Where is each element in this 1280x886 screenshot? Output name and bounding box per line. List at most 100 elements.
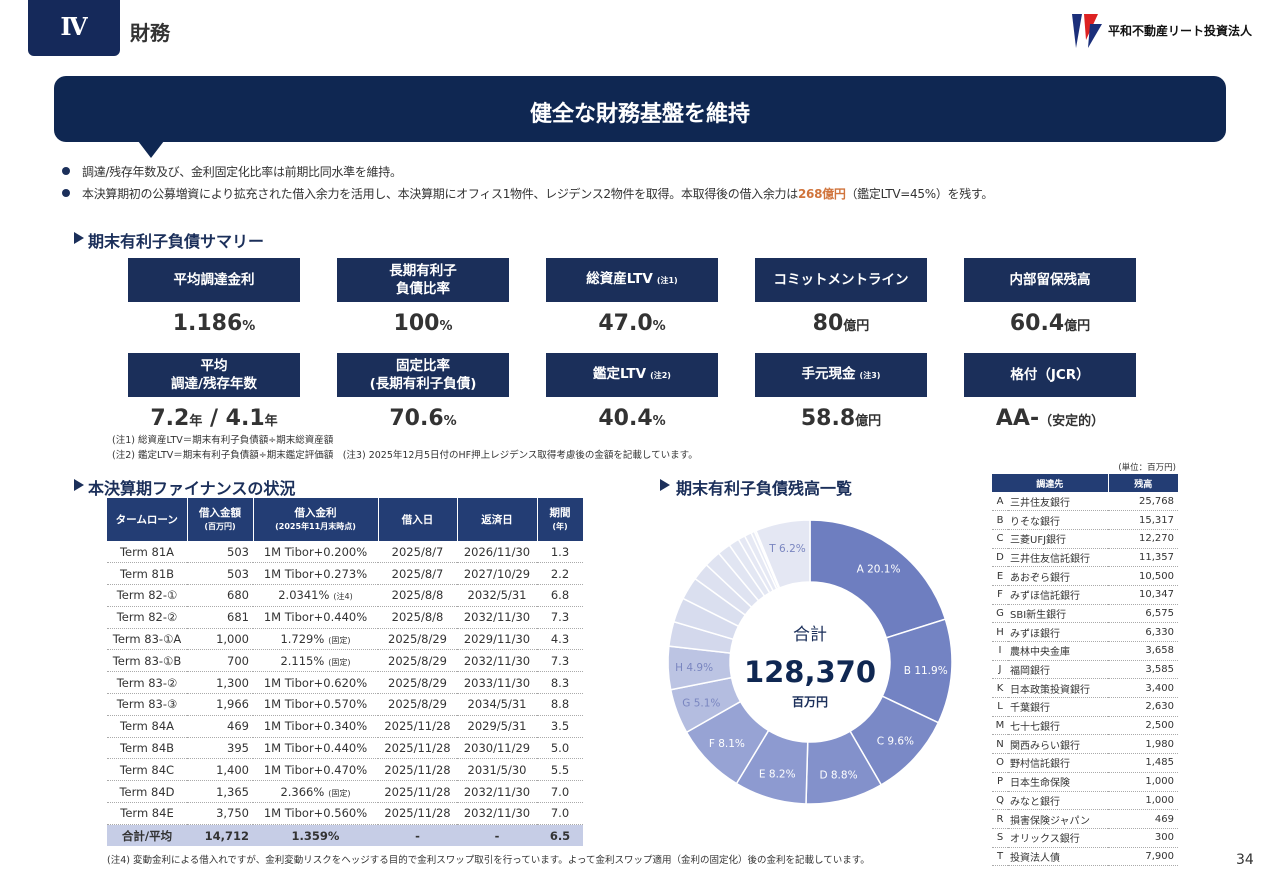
kpi-label-box: 格付（JCR）	[964, 353, 1136, 397]
cell-text: 2032/11/30	[463, 653, 531, 668]
bullet-text: 本決算期初の公募増資により拡充された借入余力を活用し、本決算期にオフィス1物件、…	[82, 185, 993, 202]
cell: 1,400	[187, 759, 253, 781]
cell-text: Term 82-②	[116, 610, 178, 625]
header-cell: 借入金額 (百万円)	[187, 498, 254, 541]
cell-text: Term 84D	[119, 784, 175, 799]
data-row: Term 84B 395 1M Tibor+0.440% 2025/11/28 2030…	[107, 737, 583, 759]
donut-slice	[809, 519, 947, 639]
total-cell: -	[494, 828, 500, 843]
cell-text: 7.3	[550, 610, 570, 625]
lender-name: みずほ銀行	[1010, 628, 1060, 640]
lender-name: みなと銀行	[1010, 796, 1060, 808]
cell: 2031/5/30	[457, 759, 537, 781]
lender-letter: I	[998, 645, 1002, 657]
kpi-value: 40.4%	[522, 406, 742, 431]
cell: 2.0341% (注4)	[253, 585, 378, 607]
cell: 8.8	[537, 694, 583, 716]
lender-row: R 損害保険ジャパン 469	[992, 810, 1179, 829]
cell-text: Term 84E	[120, 806, 174, 821]
header-cell: タームローン	[107, 498, 188, 541]
lender-row: B りそな銀行 15,317	[992, 511, 1179, 530]
cell: Term 83-③	[107, 694, 187, 716]
cell-text: 2027/10/29	[463, 566, 531, 581]
cell: 3.5	[537, 715, 583, 737]
section-number: Ⅳ	[60, 12, 88, 41]
kpi-value: AA-（安定的）	[940, 406, 1160, 431]
rate-note: (固定)	[328, 636, 351, 646]
cell: 2032/5/31	[457, 585, 537, 607]
slice-label: D 8.8%	[819, 769, 857, 781]
lender-name: 投資法人債	[1010, 852, 1060, 864]
kpi-label-text: 平均調達金利	[173, 272, 255, 288]
kpi-unit: 年	[264, 414, 278, 429]
header-line: (2025年11月末時点)	[275, 521, 356, 531]
kpi-unit: %	[443, 414, 457, 429]
kpi-unit: %	[242, 319, 256, 334]
kpi-label-text: 内部留保残高	[1009, 272, 1091, 288]
cell: 3,750	[187, 803, 253, 825]
kpi-label-box: 鑑定LTV (注2)	[546, 353, 718, 397]
cell: 6.8	[537, 585, 583, 607]
lender-name: 日本政策投資銀行	[1010, 684, 1090, 696]
data-row: Term 82-② 681 1M Tibor+0.440% 2025/8/8 2032/…	[107, 606, 583, 629]
data-row: Term 84D 1,365 2.366% (固定) 2025/11/28 2032/11…	[107, 781, 583, 803]
lender-amount: 1,485	[1145, 757, 1175, 769]
kpi-note: (注3)	[859, 371, 881, 380]
cell: Term 83-②	[107, 672, 187, 694]
cell-text: 1,966	[216, 697, 249, 712]
cell-text: 2029/5/31	[467, 719, 527, 734]
cell-text: 1M Tibor+0.440%	[263, 610, 368, 625]
cell: 2034/5/31	[457, 694, 537, 716]
cell: 2025/8/29	[378, 672, 457, 694]
lender-row: F みずほ信託銀行 10,347	[992, 585, 1179, 605]
data-row: Term 81B 503 1M Tibor+0.273% 2025/8/7 2027/1…	[107, 563, 583, 585]
kpi-label-text: 総資産LTV	[586, 271, 653, 287]
cell-text: 2025/8/29	[388, 697, 447, 712]
cell: 2025/8/29	[378, 650, 457, 672]
cell: 395	[187, 737, 253, 759]
lender-name: 三井住友銀行	[1010, 497, 1070, 509]
kpi-label-box: コミットメントライン	[755, 258, 927, 302]
lender-name: 福岡銀行	[1010, 666, 1050, 678]
cell-text: Term 84C	[119, 762, 175, 777]
cell-text: 5.0	[550, 741, 570, 756]
kpi-label-box: 内部留保残高	[964, 258, 1136, 302]
cell-text: 2025/8/7	[391, 544, 444, 559]
lender-row: P 日本生命保険 1,000	[992, 772, 1179, 791]
cell-text: 2025/8/29	[388, 632, 447, 647]
cell: 2025/8/8	[378, 585, 457, 607]
lender-amount: 3,658	[1145, 645, 1175, 657]
cell-text: 503	[227, 566, 249, 581]
cell: 1M Tibor+0.570%	[253, 694, 378, 716]
cell: Term 83-①A	[107, 628, 187, 650]
cell: 2025/11/28	[378, 759, 457, 781]
cell: 503	[187, 541, 253, 563]
slice-label: H 4.9%	[675, 662, 713, 674]
lender-name: 日本生命保険	[1010, 778, 1070, 790]
lender-row: O 野村信託銀行 1,485	[992, 754, 1179, 773]
kpi-label-text: 平均	[200, 358, 228, 374]
kpi-label: 手元現金 (注3)	[802, 365, 881, 385]
cell: 2.2	[537, 563, 583, 585]
lender-letter: P	[996, 776, 1004, 788]
bullet-text: 調達/残存年数及び、金利固定化比率は前期比同水準を維持。	[82, 163, 402, 180]
header-cell: 残高	[1107, 474, 1179, 492]
lender-amount: 6,575	[1145, 607, 1175, 619]
cell-text: 2.366%	[280, 784, 325, 799]
kpi-label: 負債比率	[396, 280, 450, 298]
kpi-unit: %	[652, 319, 666, 334]
lender-letter: R	[996, 813, 1004, 825]
lender-amount: 1,000	[1145, 794, 1175, 806]
cell-text: 1M Tibor+0.200%	[263, 544, 368, 559]
lender-name: りそな銀行	[1010, 516, 1060, 528]
cell-text: 2.115%	[280, 653, 325, 668]
lender-amount: 469	[1154, 813, 1175, 825]
lender-amount: 10,347	[1139, 589, 1175, 601]
lender-row: T 投資法人債 7,900	[992, 847, 1179, 866]
lender-amount: 11,357	[1139, 551, 1175, 563]
cell: Term 83-①B	[107, 650, 187, 672]
lender-letter: S	[996, 832, 1004, 844]
cell: 2033/11/30	[457, 672, 537, 694]
cell-text: Term 81A	[119, 544, 175, 559]
lender-name: 野村信託銀行	[1010, 759, 1070, 771]
